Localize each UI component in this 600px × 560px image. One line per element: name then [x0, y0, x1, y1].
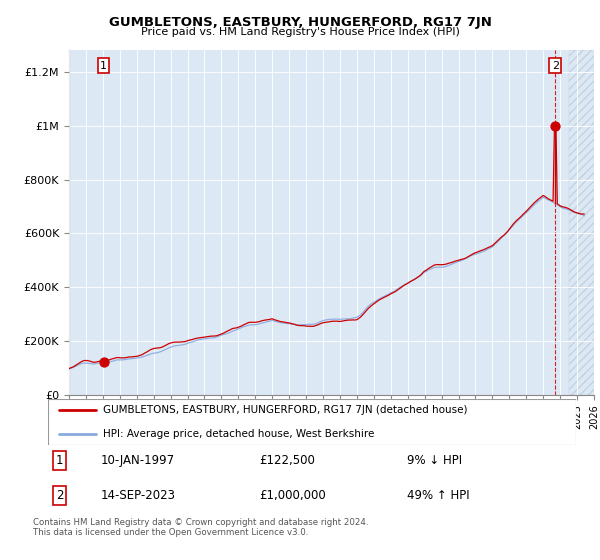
Text: 2: 2 [551, 61, 559, 71]
Text: 10-JAN-1997: 10-JAN-1997 [101, 454, 175, 468]
Text: GUMBLETONS, EASTBURY, HUNGERFORD, RG17 7JN (detached house): GUMBLETONS, EASTBURY, HUNGERFORD, RG17 7… [103, 405, 468, 416]
Text: £122,500: £122,500 [259, 454, 315, 468]
FancyBboxPatch shape [48, 399, 576, 445]
Text: 49% ↑ HPI: 49% ↑ HPI [407, 489, 470, 502]
Point [99, 357, 109, 366]
Text: £1,000,000: £1,000,000 [259, 489, 326, 502]
Text: HPI: Average price, detached house, West Berkshire: HPI: Average price, detached house, West… [103, 429, 375, 439]
Text: 1: 1 [100, 61, 107, 71]
Text: Contains HM Land Registry data © Crown copyright and database right 2024.
This d: Contains HM Land Registry data © Crown c… [33, 518, 368, 538]
Text: 9% ↓ HPI: 9% ↓ HPI [407, 454, 462, 468]
Text: 14-SEP-2023: 14-SEP-2023 [101, 489, 176, 502]
Text: 2: 2 [56, 489, 64, 502]
Text: GUMBLETONS, EASTBURY, HUNGERFORD, RG17 7JN: GUMBLETONS, EASTBURY, HUNGERFORD, RG17 7… [109, 16, 491, 29]
Text: 1: 1 [56, 454, 64, 468]
Point [550, 122, 560, 130]
Text: Price paid vs. HM Land Registry's House Price Index (HPI): Price paid vs. HM Land Registry's House … [140, 27, 460, 37]
